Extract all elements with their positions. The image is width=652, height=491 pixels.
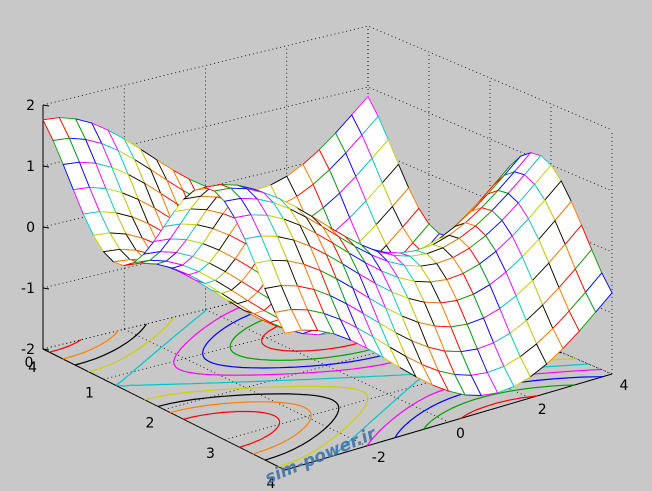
z-tick (42, 165, 50, 168)
contour-line (62, 330, 312, 455)
y-tick-label: 0 (25, 355, 34, 371)
z-tick (42, 104, 50, 107)
x-axis (284, 373, 613, 471)
z-tick-label: 1 (26, 159, 35, 175)
z-tick (42, 348, 50, 351)
z-tick-label: -2 (21, 342, 35, 358)
z-tick-label: -1 (21, 281, 35, 297)
x-tick-label: 0 (456, 426, 465, 442)
y-tick-label: 4 (267, 476, 276, 491)
y-tick-label: 3 (206, 446, 215, 462)
z-tick (42, 226, 50, 229)
y-tick-label: 1 (85, 385, 94, 401)
y-axis (42, 348, 286, 471)
z-tick (42, 287, 50, 290)
corner-tick-label: 4 (28, 360, 37, 376)
mesh-surface (42, 95, 613, 396)
y-tick-label: 2 (146, 416, 155, 432)
z-tick-label: 2 (26, 98, 35, 114)
x-tick-label: 4 (620, 378, 629, 394)
z-tick-label: 0 (26, 220, 35, 236)
x-tick-label: 2 (538, 402, 547, 418)
contour-line (49, 339, 281, 448)
x-tick-label: -2 (372, 450, 386, 466)
mesh-cell (274, 308, 303, 334)
grid-line (163, 321, 491, 410)
grid-line (124, 328, 367, 447)
